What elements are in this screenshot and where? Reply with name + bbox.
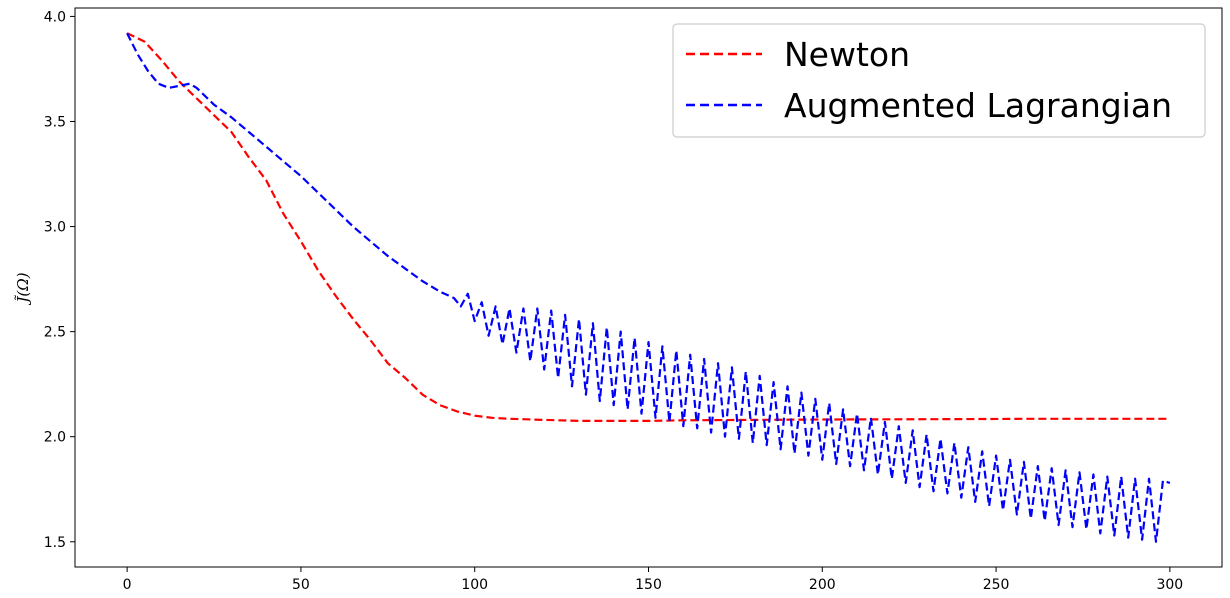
series-line-newton [126, 32, 1170, 422]
x-tick-label: 50 [292, 577, 310, 593]
legend-label: Augmented Lagrangian [784, 86, 1172, 125]
legend-label: Newton [784, 35, 910, 74]
legend-items: Newton Augmented Lagrangian [686, 35, 1172, 125]
x-tick-label: 250 [983, 577, 1010, 593]
legend: Newton Augmented Lagrangian [672, 23, 1206, 138]
series-layer [126, 32, 1171, 543]
legend-box [672, 23, 1206, 138]
y-axis-ticks: 1.5 2.0 2.5 3.0 3.5 4.0 [44, 9, 75, 551]
y-tick-label: 3.0 [44, 220, 66, 236]
y-tick-label: 2.0 [44, 430, 66, 446]
x-axis-ticks: 0 50 100 150 200 250 300 [123, 567, 1183, 593]
x-tick-label: 0 [123, 577, 132, 593]
y-axis-label: J̃(Ω) [14, 272, 32, 305]
series-line-augmented-lagrangian [126, 32, 1171, 543]
y-tick-label: 4.0 [44, 9, 66, 25]
y-tick-label: 3.5 [44, 114, 66, 130]
x-tick-label: 100 [461, 577, 488, 593]
x-tick-label: 150 [635, 577, 662, 593]
y-tick-label: 1.5 [44, 535, 66, 551]
y-tick-label: 2.5 [44, 325, 66, 341]
x-tick-label: 200 [809, 577, 836, 593]
x-tick-label: 300 [1156, 577, 1183, 593]
